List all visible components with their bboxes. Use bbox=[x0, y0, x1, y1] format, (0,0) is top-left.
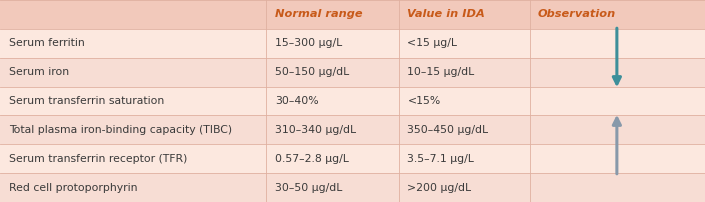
Bar bbox=[0, 173, 705, 202]
Bar bbox=[0, 58, 705, 87]
Text: Red cell protoporphyrin: Red cell protoporphyrin bbox=[9, 183, 137, 193]
Text: Serum iron: Serum iron bbox=[9, 67, 69, 77]
Text: Total plasma iron-binding capacity (TIBC): Total plasma iron-binding capacity (TIBC… bbox=[9, 125, 232, 135]
Text: 10–15 μg/dL: 10–15 μg/dL bbox=[407, 67, 474, 77]
Text: 15–300 μg/L: 15–300 μg/L bbox=[275, 38, 342, 48]
Text: 350–450 μg/dL: 350–450 μg/dL bbox=[407, 125, 489, 135]
Text: 50–150 μg/dL: 50–150 μg/dL bbox=[275, 67, 349, 77]
Bar bbox=[0, 87, 705, 115]
Text: 310–340 μg/dL: 310–340 μg/dL bbox=[275, 125, 356, 135]
Text: 0.57–2.8 μg/L: 0.57–2.8 μg/L bbox=[275, 154, 349, 164]
Text: Observation: Observation bbox=[538, 9, 616, 19]
Text: Serum ferritin: Serum ferritin bbox=[9, 38, 85, 48]
Bar bbox=[0, 0, 705, 29]
Bar bbox=[0, 115, 705, 144]
Text: 30–40%: 30–40% bbox=[275, 96, 319, 106]
Bar bbox=[0, 29, 705, 58]
Text: <15%: <15% bbox=[407, 96, 441, 106]
Text: Normal range: Normal range bbox=[275, 9, 362, 19]
Text: Serum transferrin receptor (TFR): Serum transferrin receptor (TFR) bbox=[9, 154, 188, 164]
Bar bbox=[0, 144, 705, 173]
Text: Serum transferrin saturation: Serum transferrin saturation bbox=[9, 96, 164, 106]
Text: 3.5–7.1 μg/L: 3.5–7.1 μg/L bbox=[407, 154, 474, 164]
Text: Value in IDA: Value in IDA bbox=[407, 9, 485, 19]
Text: >200 μg/dL: >200 μg/dL bbox=[407, 183, 472, 193]
Text: <15 μg/L: <15 μg/L bbox=[407, 38, 458, 48]
Text: 30–50 μg/dL: 30–50 μg/dL bbox=[275, 183, 343, 193]
